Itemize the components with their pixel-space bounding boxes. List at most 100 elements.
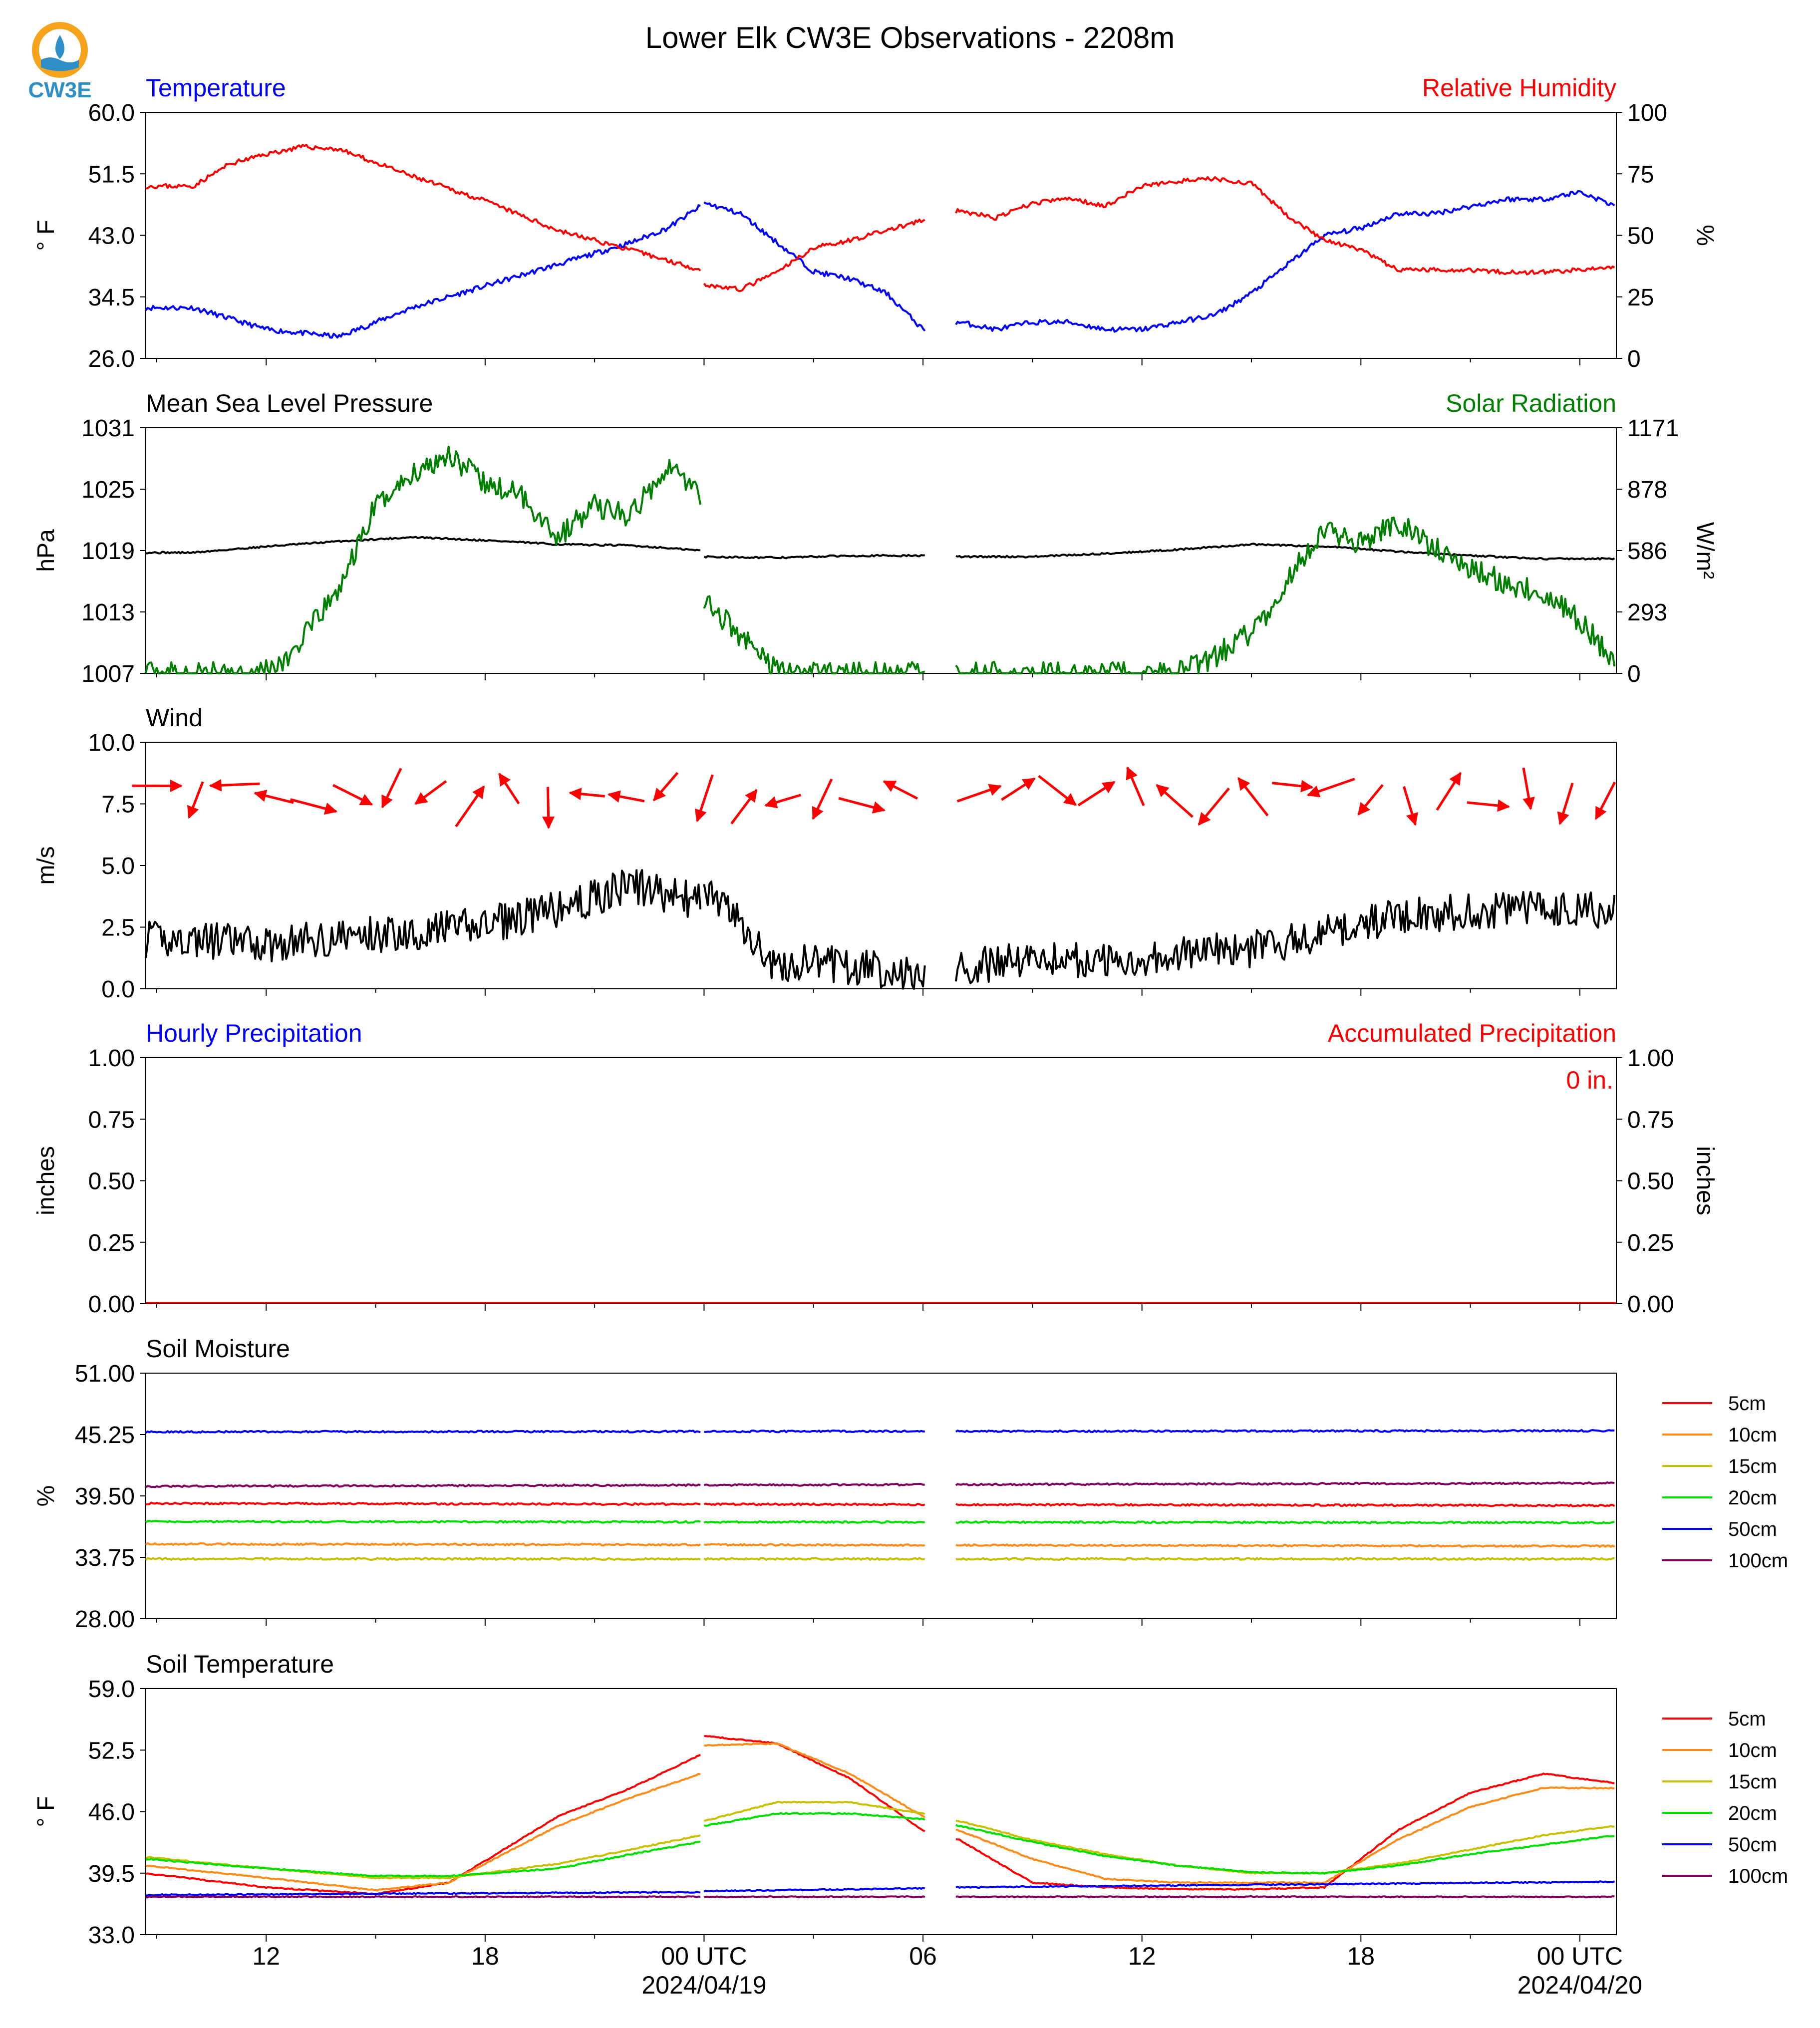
wind-direction-arrow [498, 773, 520, 805]
y-tick-label: 0.75 [88, 1107, 135, 1133]
legend-label: 20cm [1728, 1487, 1777, 1509]
wind-direction-arrow [1522, 767, 1535, 810]
y2-tick-label: 100 [1627, 100, 1667, 126]
wind-series-wind-seg2 [954, 891, 1616, 984]
y2-tick-label: 0.25 [1627, 1230, 1674, 1256]
y-tick-label: 0.0 [101, 976, 135, 1003]
y-tick-label: 60.0 [88, 100, 135, 126]
wind-direction-arrow [254, 790, 294, 804]
y2-tick-label: 0.00 [1627, 1291, 1674, 1318]
wind-direction-arrow [381, 768, 402, 809]
soil1-series-10cm-seg0 [145, 1772, 701, 1892]
y-tick-label: 51.00 [75, 1361, 135, 1387]
wind-direction-arrow [455, 785, 485, 828]
panel-right-title: Solar Radiation [1446, 389, 1616, 417]
figure-title: Lower Elk CW3E Observations - 2208m [645, 21, 1175, 54]
wind-direction-arrow [332, 784, 373, 806]
soil0-series-20cm-seg2 [955, 1520, 1615, 1525]
y-tick-label: 1013 [81, 599, 135, 626]
wind-direction-arrow [1306, 778, 1355, 798]
y2-axis-label: W/m² [1692, 522, 1718, 579]
plot-frame [145, 112, 1617, 359]
cw3e-logo: CW3E [28, 22, 92, 102]
x-tick-date-label: 2024/04/19 [641, 1971, 766, 1999]
soil0-series-15cm-seg0 [145, 1557, 701, 1561]
wind-direction-arrow [883, 780, 918, 800]
soil1-series-20cm-seg1 [704, 1812, 925, 1827]
wind-direction-arrow [730, 789, 758, 825]
wind-direction-arrow [1156, 784, 1194, 818]
soil1-series-50cm-seg0 [145, 1891, 701, 1897]
wind-direction-arrow [1038, 775, 1077, 806]
plot-frame [145, 1057, 1617, 1304]
wind-panel [132, 742, 1617, 996]
y2-tick-label: 75 [1627, 161, 1654, 188]
plot-frame [145, 427, 1617, 674]
x-tick-label: 18 [1347, 1942, 1375, 1970]
panel-left-title: Soil Moisture [146, 1335, 290, 1363]
x-tick-label: 00 UTC [661, 1942, 747, 1970]
soil1-series-10cm-seg1 [704, 1742, 925, 1818]
wind-direction-arrow [838, 797, 886, 814]
y-tick-label: 1019 [81, 538, 135, 565]
solar-series-solar-radiation-seg1 [703, 595, 925, 674]
y-axis-label: ° F [33, 1796, 59, 1827]
soil1-series-10cm-seg2 [955, 1786, 1615, 1884]
wind-direction-arrow [1557, 782, 1574, 825]
mslp-series-mean-sea-level-pressure-seg2 [955, 543, 1615, 561]
wind-series-wind-seg0 [145, 869, 702, 963]
soil0-series-50cm-seg0 [145, 1430, 701, 1434]
soil-temperature-panel [140, 1688, 1712, 1942]
soil0-series-50cm-seg1 [704, 1430, 925, 1434]
wind-direction-arrow [1436, 772, 1462, 811]
legend-label: 50cm [1728, 1834, 1777, 1856]
temperature-humidity-panel [140, 112, 1622, 365]
y-tick-label: 1.00 [88, 1045, 135, 1072]
wind-direction-arrow [1402, 786, 1418, 826]
y-tick-label: 39.5 [88, 1861, 135, 1887]
y2-tick-label: 1.00 [1627, 1045, 1674, 1072]
y-tick-label: 5.0 [101, 853, 135, 879]
y-tick-label: 59.0 [88, 1676, 135, 1703]
plot-frame [145, 1373, 1617, 1619]
wind-direction-arrow [1001, 777, 1036, 801]
wind-direction-arrow [1272, 780, 1314, 793]
y-tick-label: 1031 [81, 415, 135, 442]
soil0-series-5cm-seg1 [703, 1502, 925, 1506]
y2-tick-label: 586 [1627, 538, 1667, 565]
y-axis-label: ° F [33, 220, 59, 251]
soil0-series-20cm-seg1 [703, 1520, 925, 1524]
soil1-series-5cm-seg1 [704, 1735, 925, 1832]
legend-label: 15cm [1728, 1771, 1777, 1793]
soil0-series-10cm-seg2 [955, 1543, 1615, 1548]
wind-direction-arrow [694, 774, 714, 823]
soil1-series-5cm-seg2 [955, 1772, 1615, 1891]
y-tick-label: 34.5 [88, 285, 135, 311]
y-tick-label: 45.25 [75, 1422, 135, 1449]
mslp-series-mean-sea-level-pressure-seg0 [145, 536, 701, 555]
soil0-series-15cm-seg1 [703, 1557, 925, 1561]
wind-direction-arrow [569, 788, 605, 801]
wind-direction-arrow [956, 784, 1002, 803]
soil-moisture-panel [140, 1373, 1712, 1626]
soil0-series-50cm-seg2 [955, 1429, 1615, 1433]
y2-tick-label: 0 [1627, 346, 1641, 372]
soil0-series-5cm-seg2 [955, 1503, 1615, 1507]
wind-direction-arrow [542, 787, 555, 829]
mslp-series-mean-sea-level-pressure-seg1 [703, 554, 925, 560]
y2-tick-label: 0 [1627, 661, 1641, 687]
panel-left-title: Soil Temperature [146, 1650, 334, 1678]
soil1-series-100cm-seg1 [704, 1895, 925, 1899]
wind-direction-arrow [414, 780, 447, 805]
temp-series-temperature-seg2 [955, 190, 1615, 333]
y2-tick-label: 50 [1627, 223, 1654, 250]
soil1-series-5cm-seg0 [145, 1753, 701, 1896]
legend-label: 5cm [1728, 1393, 1766, 1415]
soil1-series-100cm-seg2 [955, 1895, 1615, 1899]
precipitation-panel [140, 1057, 1622, 1311]
y-axis-label: m/s [33, 846, 59, 884]
legend-label: 50cm [1728, 1518, 1777, 1540]
temp-series-temperature-seg1 [703, 201, 926, 332]
wind-direction-arrow [1467, 799, 1511, 812]
wind-direction-arrow [607, 790, 645, 803]
